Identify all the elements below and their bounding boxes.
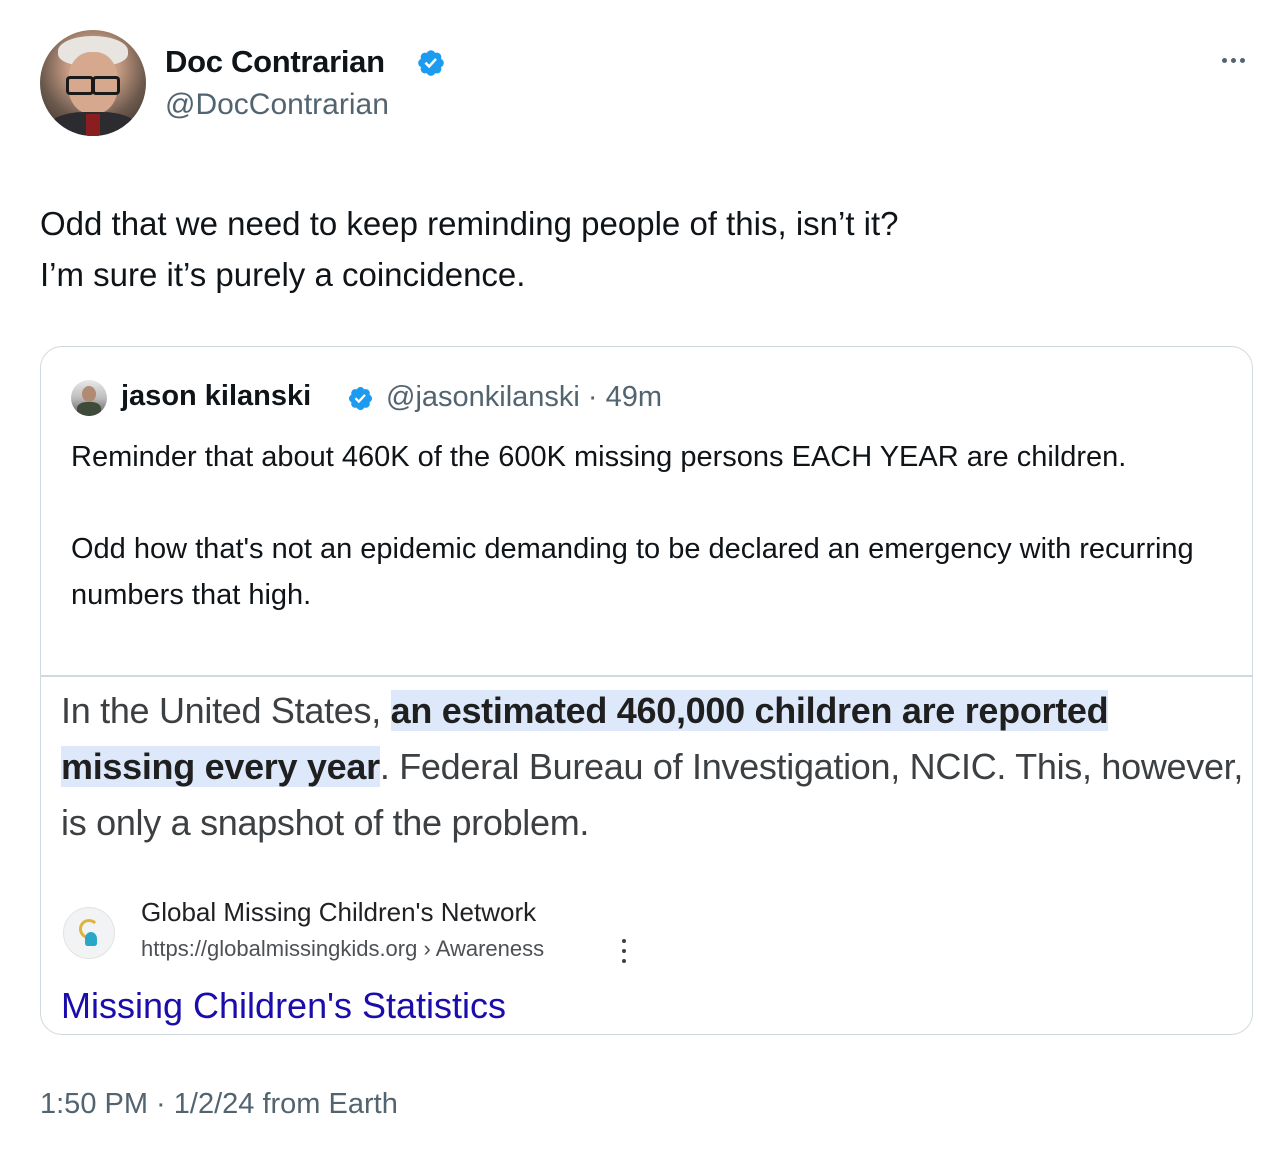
quoted-author-avatar[interactable] — [71, 380, 107, 416]
tweet-text-line: I’m sure it’s purely a coincidence. — [40, 256, 526, 293]
more-options-icon[interactable] — [1218, 50, 1250, 70]
quoted-author-handle-time[interactable]: @jasonkilanski · 49m — [386, 381, 663, 413]
author-handle[interactable]: @DocContrarian — [165, 88, 389, 121]
source-logo-icon — [63, 907, 115, 959]
quoted-paragraph: Reminder that about 460K of the 600K mis… — [71, 441, 1127, 473]
quoted-tweet-card[interactable]: jason kilanski @jasonkilanski · 49m Remi… — [40, 346, 1253, 1035]
quoted-paragraph: Odd how that's not an epidemic demanding… — [71, 533, 1194, 611]
snippet-before: In the United States, — [61, 690, 391, 731]
quoted-tweet-text: Reminder that about 460K of the 600K mis… — [71, 434, 1231, 618]
source-url: https://globalmissingkids.org › Awarenes… — [141, 936, 545, 961]
search-snippet-image-text: In the United States, an estimated 460,0… — [61, 683, 1251, 851]
tweet-timestamp[interactable]: 1:50 PM · 1/2/24 from Earth — [40, 1088, 398, 1120]
media-divider — [41, 675, 1252, 677]
kebab-menu-icon — [620, 937, 628, 965]
tweet-text-line: Odd that we need to keep reminding peopl… — [40, 205, 899, 242]
author-display-name[interactable]: Doc Contrarian — [165, 44, 385, 79]
quoted-author-display-name[interactable]: jason kilanski — [121, 380, 312, 412]
source-name: Global Missing Children's Network — [141, 897, 537, 927]
verified-badge-icon — [418, 50, 444, 76]
snippet-after: . Federal Bureau of Investigation, NCIC.… — [61, 746, 1244, 843]
author-avatar[interactable] — [40, 30, 146, 136]
search-result-title: Missing Children's Statistics — [61, 985, 507, 1026]
tweet-text: Odd that we need to keep reminding peopl… — [40, 198, 1240, 300]
verified-badge-icon — [348, 386, 373, 411]
